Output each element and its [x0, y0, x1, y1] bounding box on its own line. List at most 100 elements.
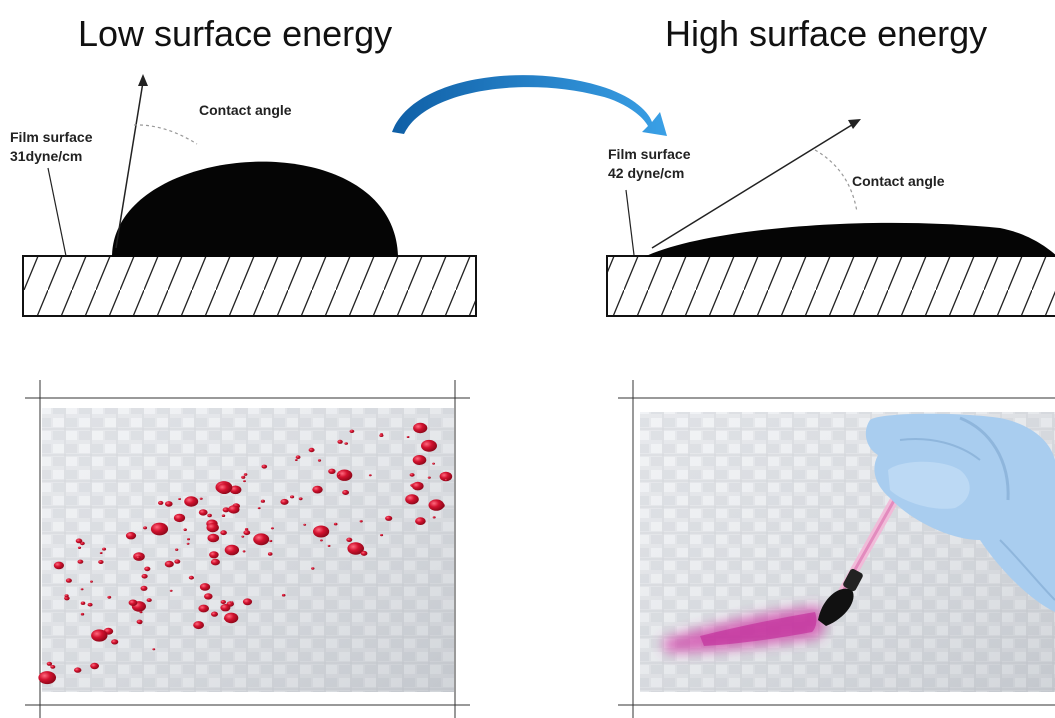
- ink-bead: [80, 612, 85, 616]
- ink-bead: [295, 455, 301, 460]
- ink-bead: [125, 532, 137, 540]
- ink-bead: [128, 599, 138, 606]
- ink-bead: [241, 535, 245, 538]
- transition-arrow: [392, 75, 667, 136]
- ink-bead: [204, 593, 213, 600]
- ink-bead: [188, 575, 194, 580]
- ink-bead: [193, 621, 205, 630]
- brush: [818, 485, 905, 626]
- ink-bead: [111, 639, 119, 645]
- ink-bead: [337, 439, 343, 444]
- ink-bead: [64, 594, 69, 598]
- ink-bead: [74, 667, 82, 673]
- ink-bead: [243, 473, 248, 476]
- ink-bead: [175, 548, 179, 551]
- ink-bead: [349, 429, 355, 433]
- ink-bead: [415, 517, 426, 525]
- ink-bead: [209, 551, 219, 559]
- ink-bead: [344, 442, 349, 445]
- ink-bead: [444, 478, 448, 481]
- ink-bead: [211, 611, 218, 617]
- ink-bead: [333, 522, 338, 526]
- ink-bead: [406, 436, 410, 438]
- left-film-label-line2: 31dyne/cm: [10, 148, 83, 164]
- ink-bead: [328, 468, 336, 474]
- ink-bead: [320, 539, 323, 542]
- ink-bead: [136, 619, 143, 624]
- ink-bead: [222, 507, 230, 513]
- ink-bead: [174, 559, 181, 564]
- ink-bead: [198, 604, 209, 613]
- ink-bead: [368, 474, 372, 477]
- ink-bead: [184, 496, 199, 507]
- ink-bead: [178, 498, 182, 500]
- ink-bead: [336, 469, 353, 481]
- gloved-hand: [865, 413, 1055, 612]
- ink-bead: [210, 558, 220, 566]
- left-film-leader-line: [47, 167, 67, 257]
- ink-bead: [303, 523, 307, 526]
- ink-bead: [53, 561, 64, 570]
- right-droplet: [644, 222, 1055, 257]
- ink-bead: [228, 505, 240, 514]
- right-photo-wetting-ink: [640, 412, 1055, 692]
- ink-bead: [413, 422, 428, 434]
- ink-bead: [405, 494, 419, 505]
- ink-bead: [337, 473, 341, 476]
- right-substrate: [606, 255, 1055, 317]
- ink-bead: [140, 585, 148, 591]
- left-film-label-line1: Film surface: [10, 129, 93, 145]
- ink-bead: [327, 544, 331, 547]
- ink-bead: [173, 513, 186, 523]
- right-film-label-line1: Film surface: [608, 146, 691, 162]
- ink-bead: [169, 589, 173, 592]
- left-droplet: [112, 161, 398, 257]
- ink-bead: [432, 462, 435, 465]
- ink-bead: [269, 539, 273, 543]
- ink-bead: [380, 534, 384, 537]
- ink-bead: [342, 490, 349, 495]
- ink-bead: [90, 580, 93, 583]
- right-contact-angle-marker: [651, 119, 861, 249]
- ink-bead: [281, 593, 286, 597]
- ink-bead: [317, 459, 322, 462]
- ink-bead: [206, 523, 219, 533]
- ink-bead: [183, 528, 187, 531]
- ink-bead: [311, 567, 315, 570]
- ink-bead: [220, 530, 227, 536]
- ink-bead: [186, 542, 190, 545]
- ink-bead: [241, 475, 246, 479]
- ink-bead: [270, 527, 274, 530]
- ink-bead: [409, 473, 415, 477]
- ink-bead: [421, 439, 437, 452]
- ink-bead: [253, 533, 270, 546]
- ink-bead: [267, 552, 273, 556]
- ink-bead: [207, 513, 212, 518]
- ink-bead: [261, 464, 268, 469]
- ink-bead: [99, 552, 103, 554]
- ink-bead: [77, 546, 82, 549]
- ink-bead: [432, 516, 436, 519]
- ink-bead: [165, 501, 173, 507]
- ink-bead: [385, 515, 393, 521]
- ink-bead: [75, 538, 83, 544]
- ink-bead: [158, 500, 164, 505]
- ink-bead: [428, 499, 445, 511]
- ink-bead: [141, 574, 148, 579]
- ink-bead: [198, 509, 208, 516]
- ink-bead: [220, 600, 226, 604]
- ink-bead: [224, 612, 239, 624]
- ink-bead: [217, 483, 232, 495]
- ink-bead: [90, 662, 99, 670]
- ink-bead: [242, 550, 246, 553]
- ink-bead: [379, 434, 384, 437]
- ink-bead: [38, 671, 56, 685]
- ink-bead: [243, 480, 246, 483]
- ink-bead: [199, 497, 203, 500]
- right-contact-angle-label: Contact angle: [852, 173, 945, 189]
- ink-bead: [102, 547, 107, 551]
- ink-bead: [280, 498, 289, 505]
- ink-bead: [143, 526, 148, 530]
